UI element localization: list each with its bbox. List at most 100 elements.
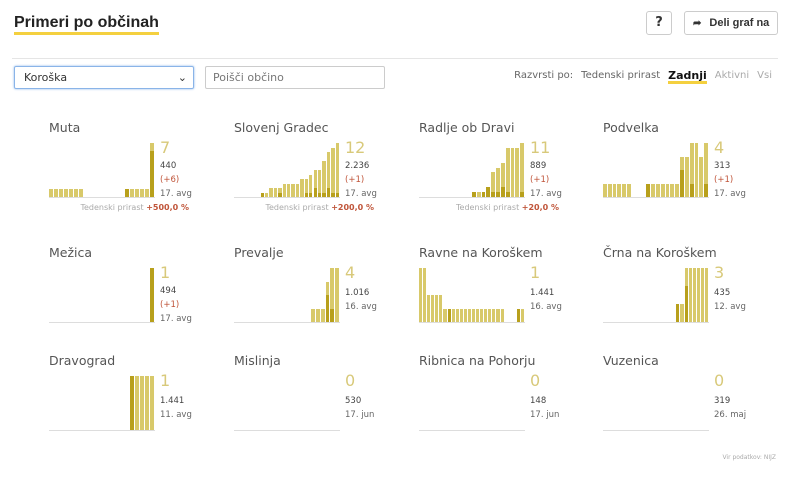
- municipality-search-input[interactable]: [205, 66, 385, 89]
- bar: [699, 156, 704, 197]
- total-count: 319: [714, 396, 731, 406]
- municipality-name: Dravograd: [49, 353, 116, 368]
- bar: [134, 376, 139, 430]
- bar: [491, 172, 496, 197]
- region-select[interactable]: Koroška ⌄: [14, 66, 194, 89]
- municipality-name: Ravne na Koroškem: [419, 245, 543, 260]
- bar: [325, 281, 330, 322]
- stats: 0 530 17. jun: [345, 372, 374, 422]
- municipality-card[interactable]: Mežica 1 494 (+1) 17. avg: [49, 245, 229, 345]
- bar: [79, 189, 84, 197]
- last-date: 17. avg: [714, 189, 746, 199]
- sort-all[interactable]: Vsi: [757, 70, 772, 81]
- bar: [451, 308, 455, 322]
- last-date: 17. avg: [160, 189, 192, 199]
- last-date: 16. avg: [530, 302, 562, 312]
- sort-latest[interactable]: Zadnji: [668, 69, 707, 84]
- bar: [455, 308, 459, 322]
- total-count: 2.236: [345, 161, 370, 171]
- sort-active[interactable]: Aktivni: [714, 70, 750, 81]
- municipality-card[interactable]: Črna na Koroškem 3 435 12. avg: [603, 245, 783, 345]
- municipality-name: Mislinja: [234, 353, 281, 368]
- bar: [129, 376, 134, 430]
- latest-count: 3: [714, 263, 725, 282]
- region-value: Koroška: [24, 71, 68, 84]
- bar: [311, 308, 315, 322]
- municipality-card[interactable]: Ribnica na Pohorju 0 148 17. jun: [419, 353, 599, 453]
- sparkline-chart: [234, 375, 340, 431]
- bar: [463, 308, 467, 322]
- bar-new-cases: [124, 189, 129, 197]
- total-count: 494: [160, 286, 177, 296]
- bar-new-cases: [335, 192, 339, 197]
- growth-value: +20,0 %: [521, 203, 559, 212]
- latest-count: 11: [530, 138, 551, 157]
- bar: [322, 161, 326, 197]
- stats: 1 1.441 11. avg: [160, 372, 192, 422]
- sparkline-chart: [603, 267, 709, 323]
- bar: [287, 183, 291, 197]
- municipality-card[interactable]: Radlje ob Dravi 11 889 (+1) 17. avg Tedensk…: [419, 120, 599, 220]
- page-title: Primeri po občinah: [14, 14, 159, 35]
- delta-count: (+1): [160, 300, 180, 310]
- bar: [500, 308, 504, 322]
- bar-new-cases: [325, 295, 330, 322]
- last-date: 16. avg: [345, 302, 377, 312]
- sort-options: Razvrsti po: Tedenski prirast Zadnji Akt…: [514, 70, 772, 84]
- latest-count: 4: [345, 263, 356, 282]
- bar: [278, 188, 282, 197]
- stats: 4 1.016 16. avg: [345, 264, 377, 314]
- stats: 4 313 (+1) 17. avg: [714, 139, 746, 201]
- municipality-card[interactable]: Dravograd 1 1.441 11. avg: [49, 353, 229, 453]
- total-count: 1.016: [345, 288, 370, 298]
- bar: [149, 143, 154, 197]
- bar: [49, 189, 54, 197]
- municipality-name: Podvelka: [603, 120, 659, 135]
- bar: [496, 167, 500, 197]
- municipality-card[interactable]: Muta 7 440 (+6) 17. avg Tedenski prirast +5…: [49, 120, 229, 220]
- last-date: 17. avg: [160, 314, 192, 324]
- municipality-card[interactable]: Podvelka 4 313 (+1) 17. avg: [603, 120, 783, 220]
- bar: [617, 183, 622, 197]
- bar-new-cases: [309, 192, 313, 197]
- chevron-down-icon: ⌄: [177, 71, 187, 84]
- municipality-card[interactable]: Prevalje 4 1.016 16. avg: [234, 245, 414, 345]
- bar: [124, 189, 129, 197]
- bar: [134, 189, 139, 197]
- municipality-card[interactable]: Vuzenica 0 319 26. maj: [603, 353, 783, 453]
- latest-count: 0: [530, 371, 541, 390]
- bar: [704, 268, 708, 322]
- bar: [260, 192, 264, 197]
- bar: [484, 308, 488, 322]
- municipality-card[interactable]: Ravne na Koroškem 1 1.441 16. avg: [419, 245, 599, 345]
- bar: [74, 189, 79, 197]
- bar-new-cases: [486, 187, 491, 197]
- bar: [69, 189, 74, 197]
- bar: [480, 308, 484, 322]
- help-button[interactable]: ?: [646, 11, 672, 35]
- municipality-card[interactable]: Mislinja 0 530 17. jun: [234, 353, 414, 453]
- latest-count: 12: [345, 138, 366, 157]
- bar: [419, 268, 423, 322]
- bar: [149, 268, 154, 322]
- bar: [692, 268, 696, 322]
- bar-new-cases: [646, 183, 651, 197]
- bar-new-cases: [331, 192, 335, 197]
- bar: [472, 192, 476, 197]
- bar: [313, 170, 317, 197]
- bar: [670, 183, 675, 197]
- bar: [330, 268, 335, 322]
- bar-new-cases: [149, 268, 154, 322]
- municipality-name: Črna na Koroškem: [603, 245, 717, 260]
- bar-new-cases: [680, 170, 684, 197]
- bar-new-cases: [304, 192, 309, 197]
- last-date: 26. maj: [714, 410, 747, 420]
- share-button[interactable]: ➦ Deli graf na: [684, 11, 778, 35]
- bar: [488, 308, 492, 322]
- sort-weekly-growth[interactable]: Tedenski prirast: [581, 70, 661, 81]
- bar: [423, 268, 427, 322]
- bar-new-cases: [520, 192, 524, 197]
- bar: [476, 308, 480, 322]
- bar: [520, 143, 524, 197]
- municipality-card[interactable]: Slovenj Gradec 12 2.236 (+1) 17. avg Tedens…: [234, 120, 414, 220]
